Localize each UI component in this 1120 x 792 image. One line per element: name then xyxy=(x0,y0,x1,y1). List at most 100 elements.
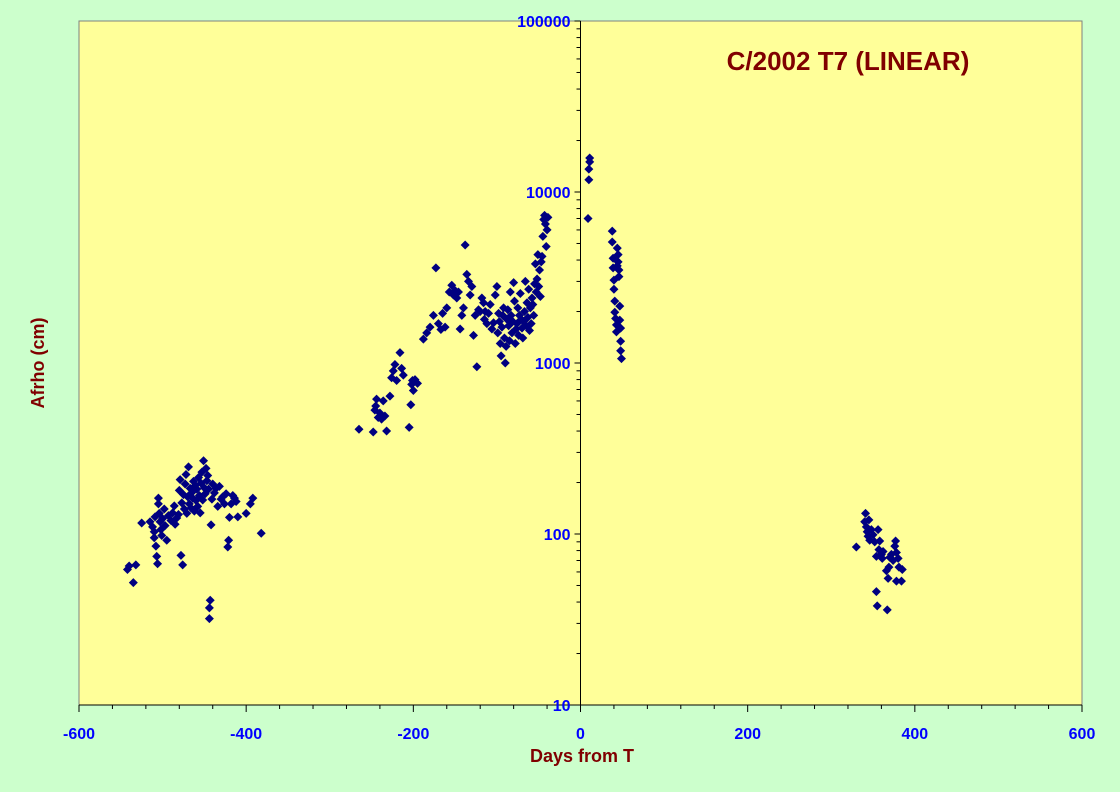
data-point xyxy=(893,553,903,563)
data-point xyxy=(178,560,188,570)
data-point xyxy=(378,396,388,406)
data-point xyxy=(153,559,163,569)
data-point xyxy=(214,481,224,491)
data-point xyxy=(891,536,901,546)
data-point xyxy=(465,290,475,300)
data-point xyxy=(469,330,479,340)
data-point xyxy=(610,307,620,317)
data-point xyxy=(422,328,432,338)
data-point xyxy=(877,553,887,563)
data-point xyxy=(203,470,213,480)
y-tick-label: 100 xyxy=(544,527,571,544)
data-point xyxy=(526,319,536,329)
data-point xyxy=(173,510,183,520)
x-axis xyxy=(78,704,1083,712)
data-point xyxy=(505,287,515,297)
data-point xyxy=(875,536,885,546)
data-point xyxy=(354,424,364,434)
data-point xyxy=(213,501,223,511)
data-point xyxy=(425,322,435,332)
data-point xyxy=(221,489,231,499)
data-point xyxy=(506,310,516,320)
data-point xyxy=(864,515,874,525)
data-point xyxy=(204,614,214,624)
data-point xyxy=(536,257,546,267)
data-point xyxy=(518,333,528,343)
data-point xyxy=(868,530,878,540)
data-point xyxy=(457,310,467,320)
data-point xyxy=(223,542,233,552)
data-point xyxy=(524,284,534,294)
data-point xyxy=(583,213,593,223)
data-point xyxy=(534,282,544,292)
data-point xyxy=(615,301,625,311)
data-point xyxy=(368,427,378,437)
data-point xyxy=(610,296,620,306)
data-point xyxy=(541,242,551,252)
y-tick-label: 100000 xyxy=(517,14,570,31)
x-tick-label: 0 xyxy=(576,726,585,743)
data-point xyxy=(233,512,243,522)
data-point xyxy=(484,308,494,318)
data-point xyxy=(510,339,520,349)
data-point xyxy=(160,521,170,531)
data-point xyxy=(406,400,416,410)
data-point xyxy=(528,299,538,309)
data-point xyxy=(891,576,901,586)
data-point xyxy=(462,269,472,279)
data-points xyxy=(122,153,907,624)
data-point xyxy=(151,541,161,551)
data-point xyxy=(584,164,594,174)
data-point xyxy=(248,493,258,503)
data-point xyxy=(438,308,448,318)
data-point xyxy=(543,212,553,222)
data-point xyxy=(382,426,392,436)
y-axis xyxy=(574,20,581,706)
data-point xyxy=(390,360,400,370)
data-point xyxy=(152,551,162,561)
data-point xyxy=(515,288,525,298)
data-point xyxy=(492,282,502,292)
data-point xyxy=(614,272,624,282)
data-point xyxy=(170,519,180,529)
data-point xyxy=(607,226,617,236)
data-point xyxy=(149,527,159,537)
data-point xyxy=(201,463,211,473)
data-point xyxy=(205,595,215,605)
data-point xyxy=(231,496,241,506)
data-point xyxy=(613,257,623,267)
data-point xyxy=(487,324,497,334)
y-axis-title: Afrho (cm) xyxy=(28,318,48,409)
data-point xyxy=(392,376,402,386)
data-point xyxy=(537,251,547,261)
data-point xyxy=(616,354,626,364)
data-point xyxy=(883,573,893,583)
data-point xyxy=(520,276,530,286)
data-point xyxy=(431,263,441,273)
data-point xyxy=(485,299,495,309)
data-point xyxy=(124,561,134,571)
data-point xyxy=(169,501,179,511)
data-point xyxy=(131,560,141,570)
x-tick-label: 400 xyxy=(901,726,928,743)
data-point xyxy=(612,243,622,253)
x-tick-label: -200 xyxy=(397,726,429,743)
chart-title: C/2002 T7 (LINEAR) xyxy=(727,46,970,76)
data-point xyxy=(585,153,595,163)
data-point xyxy=(496,351,506,361)
data-point xyxy=(413,378,423,388)
data-point xyxy=(538,231,548,241)
data-point xyxy=(607,237,617,247)
data-point xyxy=(224,512,234,522)
data-point xyxy=(398,370,408,380)
data-point xyxy=(176,550,186,560)
data-point xyxy=(490,290,500,300)
data-point xyxy=(878,547,888,557)
y-tick-labels: 10 100 1000 10000 100000 xyxy=(517,14,570,715)
data-point xyxy=(128,578,138,588)
data-point xyxy=(609,284,619,294)
data-point xyxy=(616,336,626,346)
data-point xyxy=(440,322,450,332)
data-point xyxy=(149,533,159,543)
